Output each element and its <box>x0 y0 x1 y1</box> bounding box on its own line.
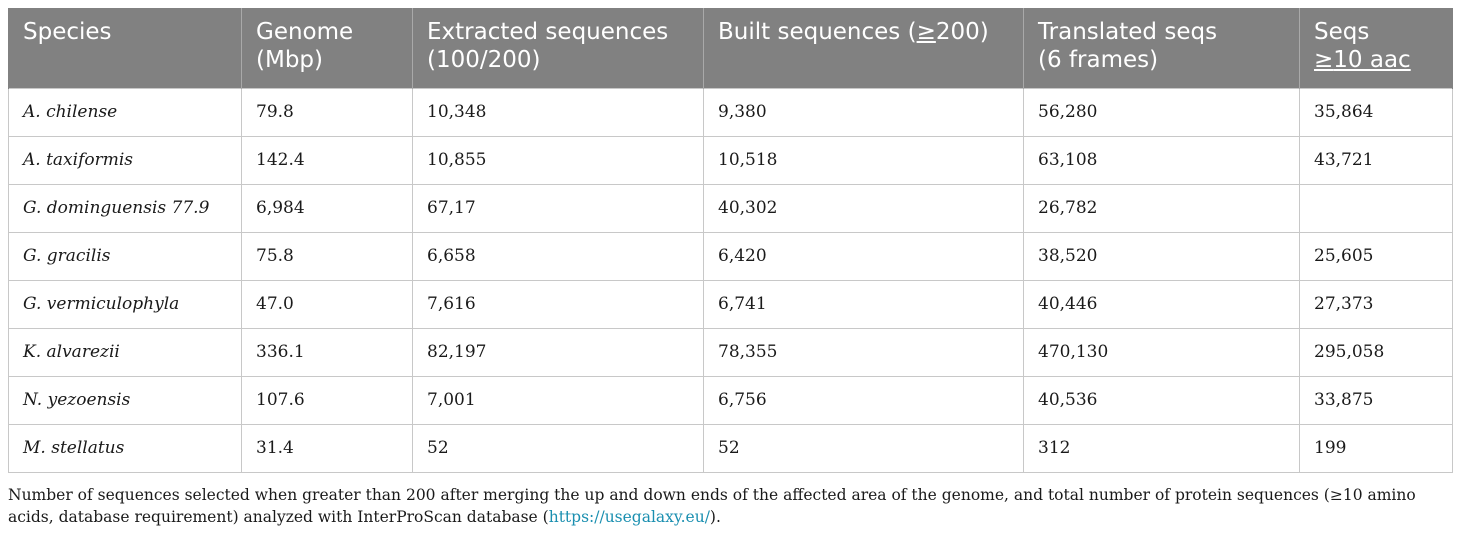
cell-genome: 31.4 <box>241 423 413 473</box>
cell-genome: 336.1 <box>241 327 413 377</box>
table-row: A. taxiformis 142.4 10,855 10,518 63,108 43,7… <box>8 135 1453 185</box>
cell-translated: 40,536 <box>1023 375 1300 425</box>
cell-built: 10,518 <box>703 135 1024 185</box>
header-genome: Genome (Mbp) <box>241 8 413 88</box>
cell-extracted: 10,855 <box>412 135 704 185</box>
header-species: Species <box>8 8 242 88</box>
cell-extracted: 67,17 <box>412 183 704 233</box>
cell-translated: 56,280 <box>1023 87 1300 137</box>
cell-built: 6,756 <box>703 375 1024 425</box>
data-table-container: Species Genome (Mbp) Extracted sequences(… <box>8 8 1453 473</box>
cell-translated: 312 <box>1023 423 1300 473</box>
cell-seqs-10-aac: 33,875 <box>1299 375 1453 425</box>
table-header-row: Species Genome (Mbp) Extracted sequences(… <box>8 8 1453 88</box>
cell-species: G. vermiculophyla <box>8 279 242 329</box>
cell-genome: 6,984 <box>241 183 413 233</box>
header-translated-seqs: Translated seqs (6 frames) <box>1023 8 1300 88</box>
cell-species: M. stellatus <box>8 423 242 473</box>
caption-text: Number of sequences selected when greate… <box>8 486 1416 526</box>
cell-extracted: 52 <box>412 423 704 473</box>
header-built-sequences: Built sequences (≥200) <box>703 8 1024 88</box>
cell-seqs-10-aac: 27,373 <box>1299 279 1453 329</box>
cell-translated: 470,130 <box>1023 327 1300 377</box>
header-seqs-10-aac: Seqs ≥10 aac <box>1299 8 1453 88</box>
cell-species: A. chilense <box>8 87 242 137</box>
cell-genome: 142.4 <box>241 135 413 185</box>
cell-translated: 26,782 <box>1023 183 1300 233</box>
cell-species: G. dominguensis 77.9 <box>8 183 242 233</box>
cell-built: 6,420 <box>703 231 1024 281</box>
table-row: G. vermiculophyla 47.0 7,616 6,741 40,446 27,… <box>8 279 1453 329</box>
table-caption: Number of sequences selected when greate… <box>8 484 1452 528</box>
cell-extracted: 82,197 <box>412 327 704 377</box>
header-extracted-sequences: Extracted sequences (100/200) <box>412 8 704 88</box>
cell-built: 78,355 <box>703 327 1024 377</box>
sequences-table: Species Genome (Mbp) Extracted sequences(… <box>8 8 1453 473</box>
cell-seqs-10-aac: 25,605 <box>1299 231 1453 281</box>
cell-extracted: 7,001 <box>412 375 704 425</box>
cell-genome: 75.8 <box>241 231 413 281</box>
cell-genome: 47.0 <box>241 279 413 329</box>
cell-extracted: 6,658 <box>412 231 704 281</box>
table-row: M. stellatus 31.4 52 52 312 199 <box>8 423 1453 473</box>
cell-seqs-10-aac: 43,721 <box>1299 135 1453 185</box>
cell-extracted: 10,348 <box>412 87 704 137</box>
cell-translated: 40,446 <box>1023 279 1300 329</box>
cell-species: N. yezoensis <box>8 375 242 425</box>
cell-built: 40,302 <box>703 183 1024 233</box>
table-row: G. gracilis 75.8 6,658 6,420 38,520 25,605 <box>8 231 1453 281</box>
cell-built: 52 <box>703 423 1024 473</box>
table-row: N. yezoensis 107.6 7,001 6,756 40,536 33,875 <box>8 375 1453 425</box>
cell-species: K. alvarezii <box>8 327 242 377</box>
cell-seqs-10-aac: 35,864 <box>1299 87 1453 137</box>
caption-text-end: ). <box>709 508 721 526</box>
usegalaxy-link[interactable]: https://usegalaxy.eu/ <box>548 508 710 526</box>
cell-species: A. taxiformis <box>8 135 242 185</box>
table-row: K. alvarezii 336.1 82,197 78,355 470,130 295,… <box>8 327 1453 377</box>
cell-seqs-10-aac: 199 <box>1299 423 1453 473</box>
cell-seqs-10-aac: 295,058 <box>1299 327 1453 377</box>
cell-extracted: 7,616 <box>412 279 704 329</box>
cell-translated: 63,108 <box>1023 135 1300 185</box>
cell-seqs-10-aac <box>1299 183 1453 233</box>
cell-genome: 107.6 <box>241 375 413 425</box>
table-row: G. dominguensis 77.9 6,984 67,17 40,302 26,7… <box>8 183 1453 233</box>
cell-built: 6,741 <box>703 279 1024 329</box>
table-row: A. chilense 79.8 10,348 9,380 56,280 35,864 <box>8 87 1453 137</box>
cell-translated: 38,520 <box>1023 231 1300 281</box>
cell-genome: 79.8 <box>241 87 413 137</box>
cell-species: G. gracilis <box>8 231 242 281</box>
cell-built: 9,380 <box>703 87 1024 137</box>
